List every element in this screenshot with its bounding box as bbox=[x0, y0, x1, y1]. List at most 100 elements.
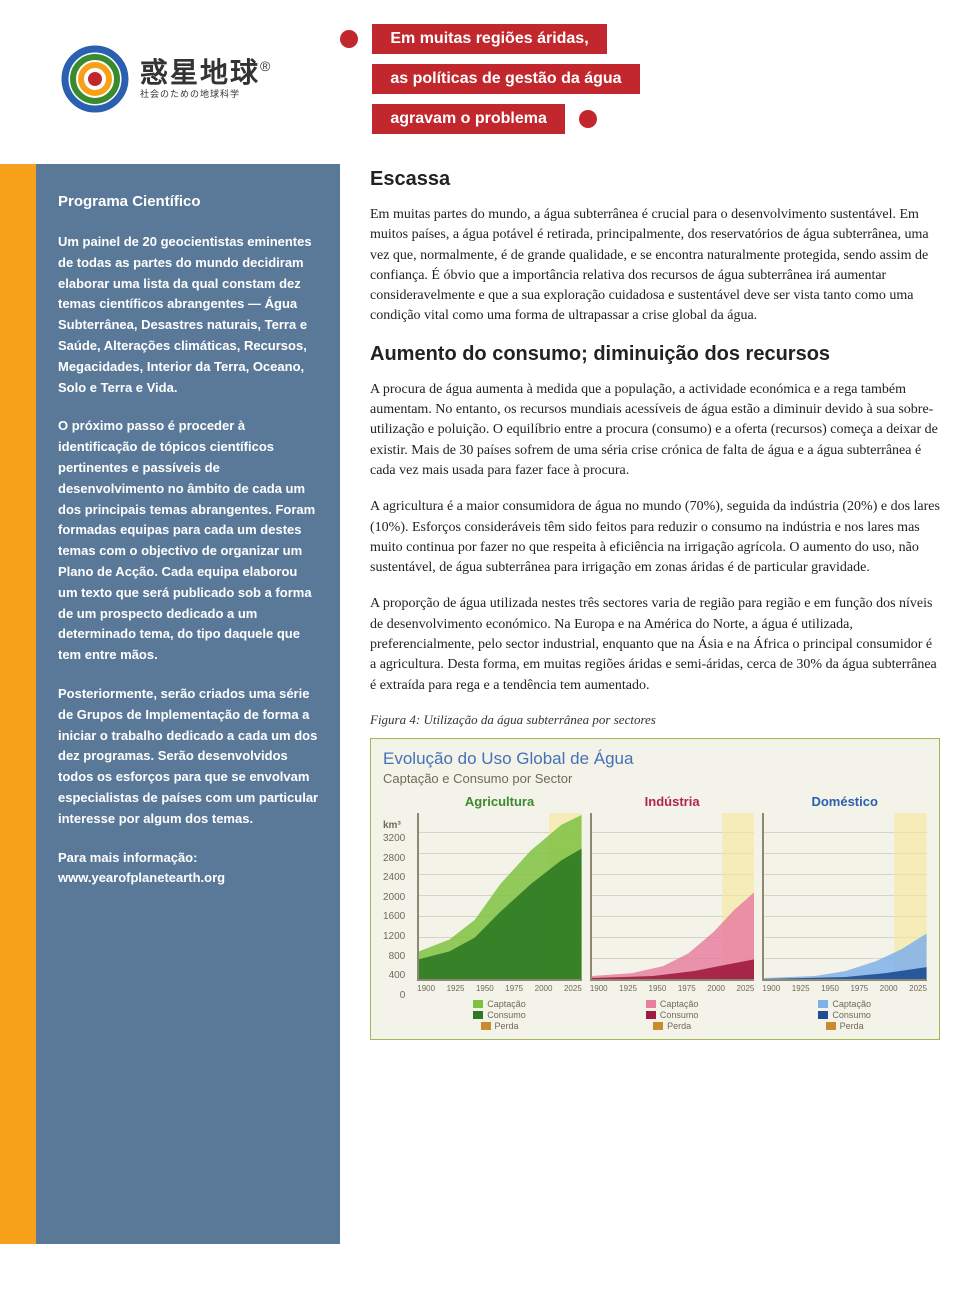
sidebar-paragraph: Posteriormente, serão criados uma série … bbox=[58, 684, 320, 830]
logo-icon bbox=[60, 44, 130, 114]
y-tick: 800 bbox=[383, 951, 405, 962]
body-paragraph: A proporção de água utilizada nestes trê… bbox=[370, 594, 940, 695]
legend-item: Consumo bbox=[818, 1010, 871, 1020]
legend-item: Consumo bbox=[646, 1010, 699, 1020]
x-tick: 1950 bbox=[821, 984, 839, 993]
sidebar: Programa Científico Um painel de 20 geoc… bbox=[36, 164, 340, 1244]
headline-bars: Em muitas regiões áridas, as políticas d… bbox=[340, 24, 639, 134]
orange-strip bbox=[0, 164, 36, 1244]
legend-label: Captação bbox=[487, 999, 526, 1009]
chart-panels: km³ 3200 2800 2400 2000 1600 1200 800 400 0 Agri… bbox=[383, 794, 927, 1031]
sidebar-title: Programa Científico bbox=[58, 190, 320, 214]
legend-item: Perda bbox=[481, 1021, 519, 1031]
legend-item: Perda bbox=[826, 1021, 864, 1031]
x-tick: 1950 bbox=[649, 984, 667, 993]
y-tick: 0 bbox=[383, 990, 405, 1001]
chart-subtitle: Captação e Consumo por Sector bbox=[383, 771, 927, 786]
legend-swatch bbox=[646, 1011, 656, 1019]
panel-title: Indústria bbox=[590, 794, 755, 809]
chart: Evolução do Uso Global de Água Captação … bbox=[370, 738, 940, 1040]
legend-swatch bbox=[818, 1011, 828, 1019]
x-tick: 1975 bbox=[505, 984, 523, 993]
x-axis-ticks: 1900 1925 1950 1975 2000 2025 bbox=[417, 984, 582, 993]
x-tick: 2000 bbox=[535, 984, 553, 993]
legend-label: Captação bbox=[832, 999, 871, 1009]
y-tick: 1600 bbox=[383, 911, 405, 922]
y-axis-ticks: 3200 2800 2400 2000 1600 1200 800 400 0 bbox=[383, 833, 409, 1001]
x-tick: 1900 bbox=[762, 984, 780, 993]
headline-bar: agravam o problema bbox=[372, 104, 565, 134]
x-tick: 2000 bbox=[880, 984, 898, 993]
panel-title: Doméstico bbox=[762, 794, 927, 809]
body-paragraph: Em muitas partes do mundo, a água subter… bbox=[370, 205, 940, 327]
figure-caption: Figura 4: Utilização da água subterrânea… bbox=[370, 712, 940, 728]
logo: 惑星地球® 社会のための地球科学 bbox=[60, 44, 270, 114]
x-tick: 1900 bbox=[417, 984, 435, 993]
y-tick: 2800 bbox=[383, 853, 405, 864]
plot-area bbox=[417, 813, 582, 981]
x-tick: 1900 bbox=[590, 984, 608, 993]
legend-swatch bbox=[818, 1000, 828, 1008]
panel-legend: CaptaçãoConsumoPerda bbox=[590, 999, 755, 1031]
legend-item: Captação bbox=[818, 999, 871, 1009]
legend-label: Perda bbox=[667, 1021, 691, 1031]
legend-label: Perda bbox=[840, 1021, 864, 1031]
panel-title: Agricultura bbox=[417, 794, 582, 809]
plot-area bbox=[590, 813, 755, 981]
sidebar-paragraph: O próximo passo é proceder à identificaç… bbox=[58, 416, 320, 666]
logo-subtitle: 社会のための地球科学 bbox=[140, 90, 270, 99]
y-tick: 2000 bbox=[383, 892, 405, 903]
x-axis-ticks: 190019251950197520002025 bbox=[762, 984, 927, 993]
legend-label: Consumo bbox=[660, 1010, 699, 1020]
x-axis-ticks: 1900 1925 1950 1975 2000 2025 bbox=[590, 984, 755, 993]
legend-item: Captação bbox=[473, 999, 526, 1009]
panel-legend: CaptaçãoConsumoPerda bbox=[762, 999, 927, 1031]
document-page: 惑星地球® 社会のための地球科学 Em muitas regiões árida… bbox=[0, 0, 960, 1274]
x-tick: 1975 bbox=[678, 984, 696, 993]
section-heading: Escassa bbox=[370, 168, 940, 191]
legend-label: Perda bbox=[495, 1021, 519, 1031]
header: 惑星地球® 社会のための地球科学 Em muitas regiões árida… bbox=[0, 0, 960, 144]
y-tick: 2400 bbox=[383, 872, 405, 883]
panel-legend: CaptaçãoConsumoPerda bbox=[417, 999, 582, 1031]
legend-swatch bbox=[653, 1022, 663, 1030]
sidebar-info: Para mais informação: www.yearofplanetea… bbox=[58, 848, 320, 890]
x-tick: 2025 bbox=[737, 984, 755, 993]
info-url: www.yearofplanetearth.org bbox=[58, 870, 225, 885]
y-tick: 1200 bbox=[383, 931, 405, 942]
body-paragraph: A agricultura é a maior consumidora de á… bbox=[370, 497, 940, 578]
logo-title: 惑星地球 bbox=[140, 57, 260, 88]
bullet-icon bbox=[340, 30, 358, 48]
sidebar-paragraph: Um painel de 20 geocientistas eminentes … bbox=[58, 232, 320, 398]
bullet-icon bbox=[579, 110, 597, 128]
legend-swatch bbox=[473, 1000, 483, 1008]
x-tick: 2025 bbox=[564, 984, 582, 993]
y-axis-label: km³ bbox=[383, 820, 409, 831]
chart-title: Evolução do Uso Global de Água bbox=[383, 749, 927, 769]
headline-bar: Em muitas regiões áridas, bbox=[372, 24, 606, 54]
x-tick: 1950 bbox=[476, 984, 494, 993]
x-tick: 2000 bbox=[707, 984, 725, 993]
y-tick: 400 bbox=[383, 970, 405, 981]
headline-bar: as políticas de gestão da água bbox=[372, 64, 639, 94]
legend-label: Captação bbox=[660, 999, 699, 1009]
legend-item: Consumo bbox=[473, 1010, 526, 1020]
x-tick: 1925 bbox=[792, 984, 810, 993]
main-content: Escassa Em muitas partes do mundo, a águ… bbox=[370, 164, 940, 1040]
x-tick: 1925 bbox=[447, 984, 465, 993]
y-tick: 3200 bbox=[383, 833, 405, 844]
legend-item: Perda bbox=[653, 1021, 691, 1031]
chart-panel: Agricultura 1900 1925 1950 1975 2000 2025 Capt… bbox=[417, 794, 582, 1031]
body: Programa Científico Um painel de 20 geoc… bbox=[0, 144, 960, 1274]
plot-area bbox=[762, 813, 927, 981]
info-label: Para mais informação: bbox=[58, 850, 197, 865]
legend-swatch bbox=[826, 1022, 836, 1030]
x-tick: 1925 bbox=[619, 984, 637, 993]
legend-swatch bbox=[481, 1022, 491, 1030]
body-paragraph: A procura de água aumenta à medida que a… bbox=[370, 380, 940, 481]
section-heading: Aumento do consumo; diminuição dos recur… bbox=[370, 343, 940, 366]
sidebar-container: Programa Científico Um painel de 20 geoc… bbox=[0, 164, 340, 1244]
chart-panel: Doméstico 190019251950197520002025Captaç… bbox=[762, 794, 927, 1031]
x-tick: 1975 bbox=[850, 984, 868, 993]
legend-label: Consumo bbox=[832, 1010, 871, 1020]
